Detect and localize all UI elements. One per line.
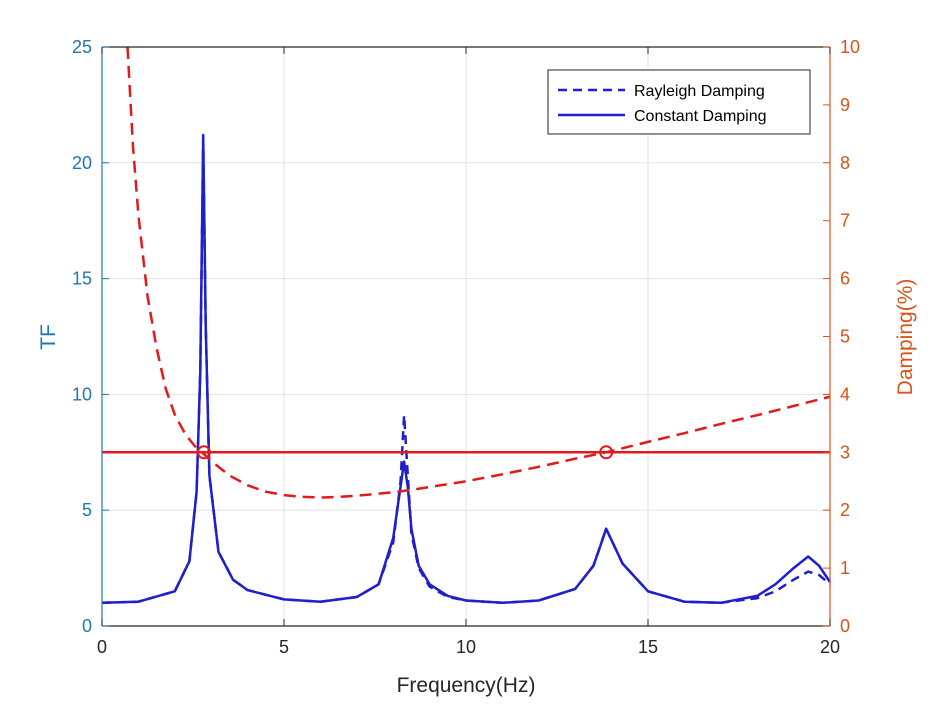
y-right-tick-label: 0 — [840, 616, 850, 636]
x-axis-label: Frequency(Hz) — [397, 674, 536, 697]
y-right-tick-label: 1 — [840, 558, 850, 578]
y-right-tick-label: 9 — [840, 95, 850, 115]
series-layer — [101, 46, 832, 605]
intersection-marker — [196, 445, 211, 460]
legend-box — [547, 69, 811, 135]
series-line-constant-damping — [101, 133, 832, 605]
legend-label-constant-damping: Constant Damping — [634, 108, 767, 125]
y-right-tick-label: 7 — [840, 211, 850, 231]
y-right-tick-label: 10 — [840, 37, 860, 57]
legend-label-rayleigh-damping: Rayleigh Damping — [634, 83, 765, 100]
y-axis-right-label: Damping(%) — [894, 279, 917, 396]
series-line-rayleigh-damping-ratio — [126, 46, 831, 499]
x-tick-label: 20 — [820, 637, 840, 657]
y-right-tick-label: 4 — [840, 384, 850, 404]
y-right-tick-label: 6 — [840, 269, 850, 289]
y-left-tick-label: 0 — [82, 616, 92, 636]
y-right-tick-label: 8 — [840, 153, 850, 173]
x-tick-label: 0 — [97, 637, 107, 657]
y-left-tick-label: 5 — [82, 500, 92, 520]
y-left-tick-label: 10 — [72, 384, 92, 404]
x-tick-label: 5 — [279, 637, 289, 657]
intersection-marker — [599, 445, 614, 460]
y-left-tick-label: 15 — [72, 269, 92, 289]
x-tick-label: 15 — [638, 637, 658, 657]
y-right-tick-label: 3 — [840, 442, 850, 462]
grid-layer — [102, 47, 830, 626]
y-left-tick-label: 25 — [72, 37, 92, 57]
y-right-tick-label: 5 — [840, 327, 850, 347]
y-axis-left-label: TF — [37, 324, 60, 350]
y-left-tick-label: 20 — [72, 153, 92, 173]
legend: Rayleigh Damping Constant Damping — [547, 69, 811, 135]
y-right-tick-label: 2 — [840, 500, 850, 520]
x-tick-label: 10 — [456, 637, 476, 657]
